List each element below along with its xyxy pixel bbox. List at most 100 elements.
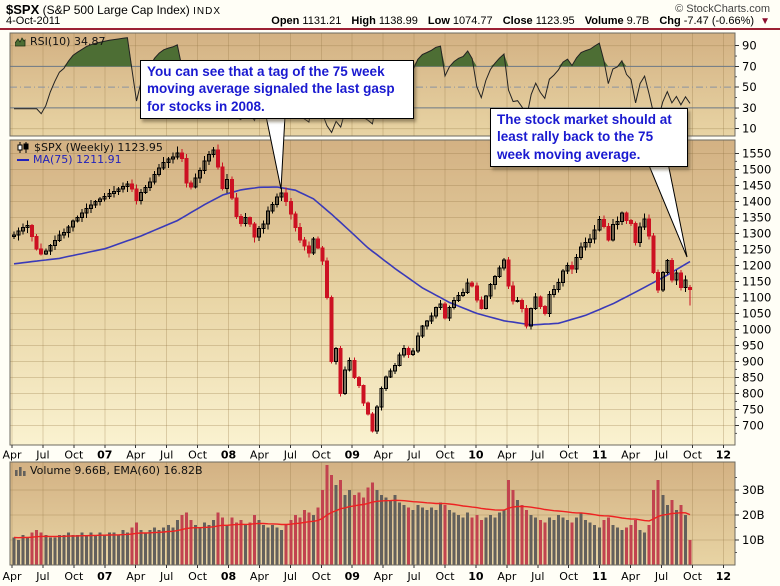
x-tick-label-bottom: Oct (64, 570, 84, 583)
x-tick-label-bottom: Jul (283, 570, 297, 583)
open-label: Open (271, 15, 300, 27)
exchange-label: INDX (193, 6, 222, 17)
price-ytick-label: 900 (742, 354, 764, 368)
low-value: 1074.77 (452, 15, 493, 27)
price-panel (9, 139, 736, 446)
x-tick-label-middle: 09 (345, 449, 360, 462)
x-tick-label-bottom: Oct (312, 570, 332, 583)
symbol: $SPX (6, 2, 40, 17)
header-divider (0, 28, 780, 30)
volume-ytick-label: 10B (742, 533, 765, 547)
x-tick-label-middle: Jul (406, 449, 420, 462)
price-ytick-label: 700 (742, 418, 764, 432)
rsi-ytick-label: 10 (742, 122, 757, 136)
x-tick-label-bottom: Jul (159, 570, 173, 583)
x-tick-label-middle: Apr (497, 449, 517, 462)
volume-bars-icon (15, 466, 26, 476)
price-ytick-label: 1200 (742, 258, 771, 272)
x-tick-label-bottom: Oct (559, 570, 579, 583)
high-value: 1138.99 (378, 15, 418, 27)
x-tick-label-middle: Jul (654, 449, 668, 462)
x-tick-label-middle: Apr (250, 449, 270, 462)
price-ytick-label: 1300 (742, 226, 771, 240)
ma75-line (13, 186, 691, 326)
x-tick-label-middle: Apr (621, 449, 641, 462)
open-value: 1131.21 (302, 15, 342, 27)
rsi-ytick-label: 30 (742, 101, 757, 115)
x-tick-label-middle: 12 (716, 449, 731, 462)
volume-ytick-label: 30B (742, 483, 765, 497)
copyright: © StockCharts.com (675, 3, 770, 15)
x-tick-label-bottom: Apr (374, 570, 394, 583)
x-tick-label-middle: Jul (530, 449, 544, 462)
rsi-ytick-label: 70 (742, 59, 757, 73)
volume-legend: Volume 9.66B, EMA(60) 16.82B (15, 464, 203, 477)
x-tick-label-middle: Oct (559, 449, 579, 462)
price-ytick-label: 1050 (742, 306, 771, 320)
x-tick-label-middle: Jul (159, 449, 173, 462)
rsi-legend: RSI(10) 34.87 (15, 35, 105, 48)
x-tick-label-middle: Oct (312, 449, 332, 462)
price-ytick-label: 1350 (742, 210, 771, 224)
x-tick-label-bottom: Jul (530, 570, 544, 583)
x-tick-label-middle: Oct (436, 449, 456, 462)
annotation-2008-tag: You can see that a tag of the 75 week mo… (140, 60, 414, 119)
price-ytick-label: 1000 (742, 322, 771, 336)
ma-line-icon (17, 158, 29, 161)
price-ytick-label: 750 (742, 402, 764, 416)
volume-panel (9, 461, 736, 566)
x-tick-label-bottom: 08 (221, 570, 236, 583)
price-ytick-label: 1250 (742, 242, 771, 256)
x-tick-label-middle: Apr (126, 449, 146, 462)
down-arrow-icon: ▼ (760, 16, 770, 27)
candlestick-icon (17, 142, 29, 153)
price-legend-label: $SPX (Weekly) 1123.95 (34, 141, 163, 154)
x-tick-label-bottom: 10 (468, 570, 484, 583)
x-tick-label-bottom: Jul (654, 570, 668, 583)
volume-value: 9.7B (626, 15, 650, 27)
high-label: High (351, 15, 376, 27)
volume-label: Volume (584, 15, 624, 27)
price-ytick-label: 1100 (742, 290, 771, 304)
x-tick-label-middle: Oct (188, 449, 208, 462)
quote-date: 4-Oct-2011 (6, 15, 61, 27)
chg-label: Chg (659, 15, 681, 27)
symbol-name: (S&P 500 Large Cap Index) (42, 3, 190, 17)
x-tick-label-bottom: Apr (2, 570, 22, 583)
close-value: 1123.95 (535, 15, 575, 27)
x-tick-label-middle: Apr (374, 449, 394, 462)
x-tick-label-middle: 11 (592, 449, 607, 462)
x-tick-label-bottom: Oct (436, 570, 456, 583)
x-tick-label-bottom: Jul (406, 570, 420, 583)
x-tick-label-middle: 07 (97, 449, 112, 462)
quote-values: Open 1131.21 High 1138.99 Low 1074.77 Close… (264, 15, 770, 27)
x-tick-label-bottom: Apr (250, 570, 270, 583)
x-tick-label-bottom: Jul (35, 570, 49, 583)
x-tick-label-bottom: 11 (592, 570, 607, 583)
x-tick-label-middle: Oct (64, 449, 84, 462)
chart-header: $SPX (S&P 500 Large Cap Index) INDX © St… (6, 2, 774, 17)
x-tick-label-bottom: 12 (716, 570, 731, 583)
x-tick-label-bottom: Apr (497, 570, 517, 583)
price-legend: $SPX (Weekly) 1123.95 (17, 141, 163, 154)
price-ytick-label: 950 (742, 338, 764, 352)
price-ytick-label: 1550 (742, 146, 771, 160)
chg-value: -7.47 (-0.66%) (683, 15, 755, 27)
rsi-legend-label: RSI(10) 34.87 (30, 35, 106, 48)
x-tick-label-middle: 10 (468, 449, 484, 462)
grid (11, 140, 724, 445)
x-tick-label-bottom: Apr (621, 570, 641, 583)
x-tick-label-middle: Jul (283, 449, 297, 462)
volume-ytick-label: 20B (742, 508, 765, 522)
price-ytick-label: 1450 (742, 178, 771, 192)
ma75-legend: MA(75) 1211.91 (17, 153, 122, 166)
x-tick-label-middle: Jul (35, 449, 49, 462)
quote-row: 4-Oct-2011 Open 1131.21 High 1138.99 Low 10… (6, 15, 774, 28)
x-tick-label-middle: Oct (683, 449, 703, 462)
price-ytick-label: 850 (742, 370, 764, 384)
x-tick-label-middle: Apr (2, 449, 22, 462)
close-label: Close (502, 15, 533, 27)
price-ytick-label: 800 (742, 386, 764, 400)
volume-legend-label: Volume 9.66B, EMA(60) 16.82B (30, 464, 203, 477)
price-ytick-label: 1400 (742, 194, 771, 208)
